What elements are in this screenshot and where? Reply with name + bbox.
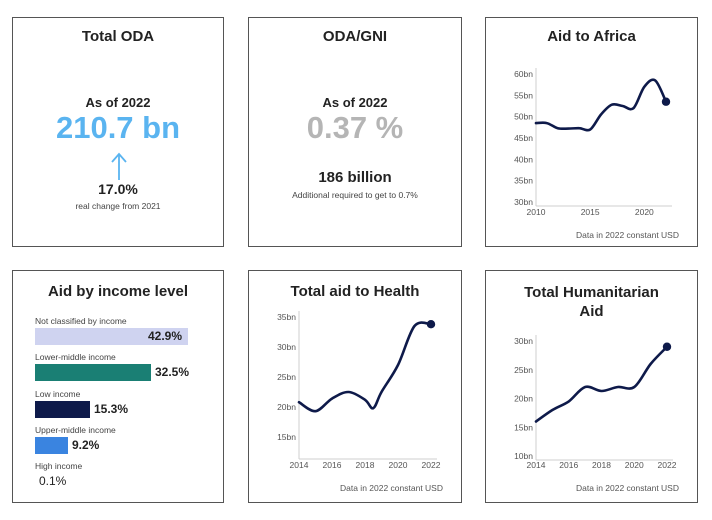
x-tick-label: 2020	[635, 207, 654, 217]
income-value: 32.5%	[155, 365, 190, 379]
income-label: Upper-middle income	[35, 425, 116, 435]
income-label: Not classified by income	[35, 316, 127, 326]
income-card: Aid by income level Not classified by in…	[12, 270, 224, 503]
up-arrow-icon	[111, 152, 127, 180]
last-point-marker	[426, 320, 436, 329]
x-tick-label: 2022	[422, 460, 441, 470]
x-tick-label: 2016	[323, 460, 342, 470]
income-value: 0.1%	[39, 474, 67, 488]
y-tick-label: 40bn	[514, 154, 533, 164]
aid-africa-card: Aid to Africa 30bn 35bn 40bn 45bn 50bn 55bn 60…	[485, 17, 698, 247]
chart-footnote: Data in 2022 constant USD	[576, 483, 679, 493]
series-line	[297, 321, 433, 413]
oda-gni-card: ODA/GNI As of 2022 0.37 % 186 billion Ad…	[248, 17, 462, 247]
aid-africa-title: Aid to Africa	[547, 28, 636, 45]
income-value: 42.9%	[148, 329, 183, 343]
y-tick-label: 15bn	[277, 432, 296, 442]
y-tick-label: 30bn	[514, 197, 533, 207]
total-oda-card: Total ODA As of 2022 210.7 bn 17.0% real…	[12, 17, 224, 247]
y-tick-label: 30bn	[514, 336, 533, 346]
total-oda-value: 210.7 bn	[55, 110, 181, 145]
income-title: Aid by income level	[47, 283, 189, 300]
x-tick-label: 2018	[592, 460, 611, 470]
y-tick-label: 10bn	[514, 451, 533, 461]
x-tick-label: 2014	[290, 460, 309, 470]
x-tick-label: 2018	[356, 460, 375, 470]
income-label: Lower-middle income	[35, 352, 116, 362]
aid-africa-chart: 30bn 35bn 40bn 45bn 50bn 55bn 60bn 2010 2015 2020…	[514, 68, 679, 240]
x-tick-label: 2014	[527, 460, 546, 470]
last-point-marker	[662, 342, 672, 351]
series-line	[534, 78, 668, 132]
last-point-marker	[661, 97, 671, 106]
income-bar	[35, 437, 68, 454]
total-oda-change: 17.0%	[98, 181, 138, 197]
oda-gni-title: ODA/GNI	[322, 28, 388, 45]
y-tick-label: 35bn	[514, 176, 533, 186]
y-tick-label: 45bn	[514, 133, 533, 143]
income-value: 9.2%	[72, 438, 100, 452]
income-bar	[35, 328, 188, 345]
x-tick-label: 2020	[389, 460, 408, 470]
y-tick-label: 35bn	[277, 312, 296, 322]
oda-gni-as-of: As of 2022	[322, 95, 388, 110]
y-tick-label: 30bn	[277, 342, 296, 352]
x-tick-label: 2022	[658, 460, 677, 470]
x-tick-label: 2020	[625, 460, 644, 470]
income-label: Low income	[35, 389, 81, 399]
total-oda-change-note: real change from 2021	[75, 201, 161, 211]
humanitarian-chart: 10bn 15bn 20bn 25bn 30bn 2014 2016 2018 2020 2022…	[514, 335, 679, 493]
y-tick-label: 20bn	[277, 402, 296, 412]
chart-footnote: Data in 2022 constant USD	[576, 230, 679, 240]
income-label: High income	[35, 461, 83, 471]
x-tick-label: 2010	[527, 207, 546, 217]
y-tick-label: 25bn	[514, 365, 533, 375]
y-tick-label: 25bn	[277, 372, 296, 382]
y-tick-label: 50bn	[514, 112, 533, 122]
oda-gni-amount-note: Additional required to get to 0.7%	[292, 190, 418, 200]
income-bar	[35, 364, 151, 381]
chart-footnote: Data in 2022 constant USD	[340, 483, 443, 493]
y-tick-label: 15bn	[514, 422, 533, 432]
y-tick-label: 60bn	[514, 69, 533, 79]
health-title: Total aid to Health	[290, 283, 420, 300]
health-card: Total aid to Health 15bn 20bn 25bn 30bn 35bn…	[248, 270, 462, 503]
income-value: 15.3%	[94, 402, 129, 416]
humanitarian-title: Total Humanitarian Aid	[524, 284, 659, 320]
x-tick-label: 2016	[559, 460, 578, 470]
y-tick-label: 20bn	[514, 394, 533, 404]
oda-gni-value: 0.37 %	[306, 110, 404, 145]
total-oda-title: Total ODA	[81, 28, 155, 45]
income-bar	[35, 401, 90, 418]
oda-gni-amount: 186 billion	[318, 169, 392, 186]
y-tick-label: 55bn	[514, 90, 533, 100]
total-oda-as-of: As of 2022	[85, 95, 151, 110]
x-tick-label: 2015	[581, 207, 600, 217]
humanitarian-card: Total Humanitarian Aid 10bn 15bn 20bn 25bn 3…	[485, 270, 698, 503]
health-chart: 15bn 20bn 25bn 30bn 35bn 2014 2016 2018 2020 2022…	[277, 311, 443, 493]
series-line	[534, 345, 669, 423]
